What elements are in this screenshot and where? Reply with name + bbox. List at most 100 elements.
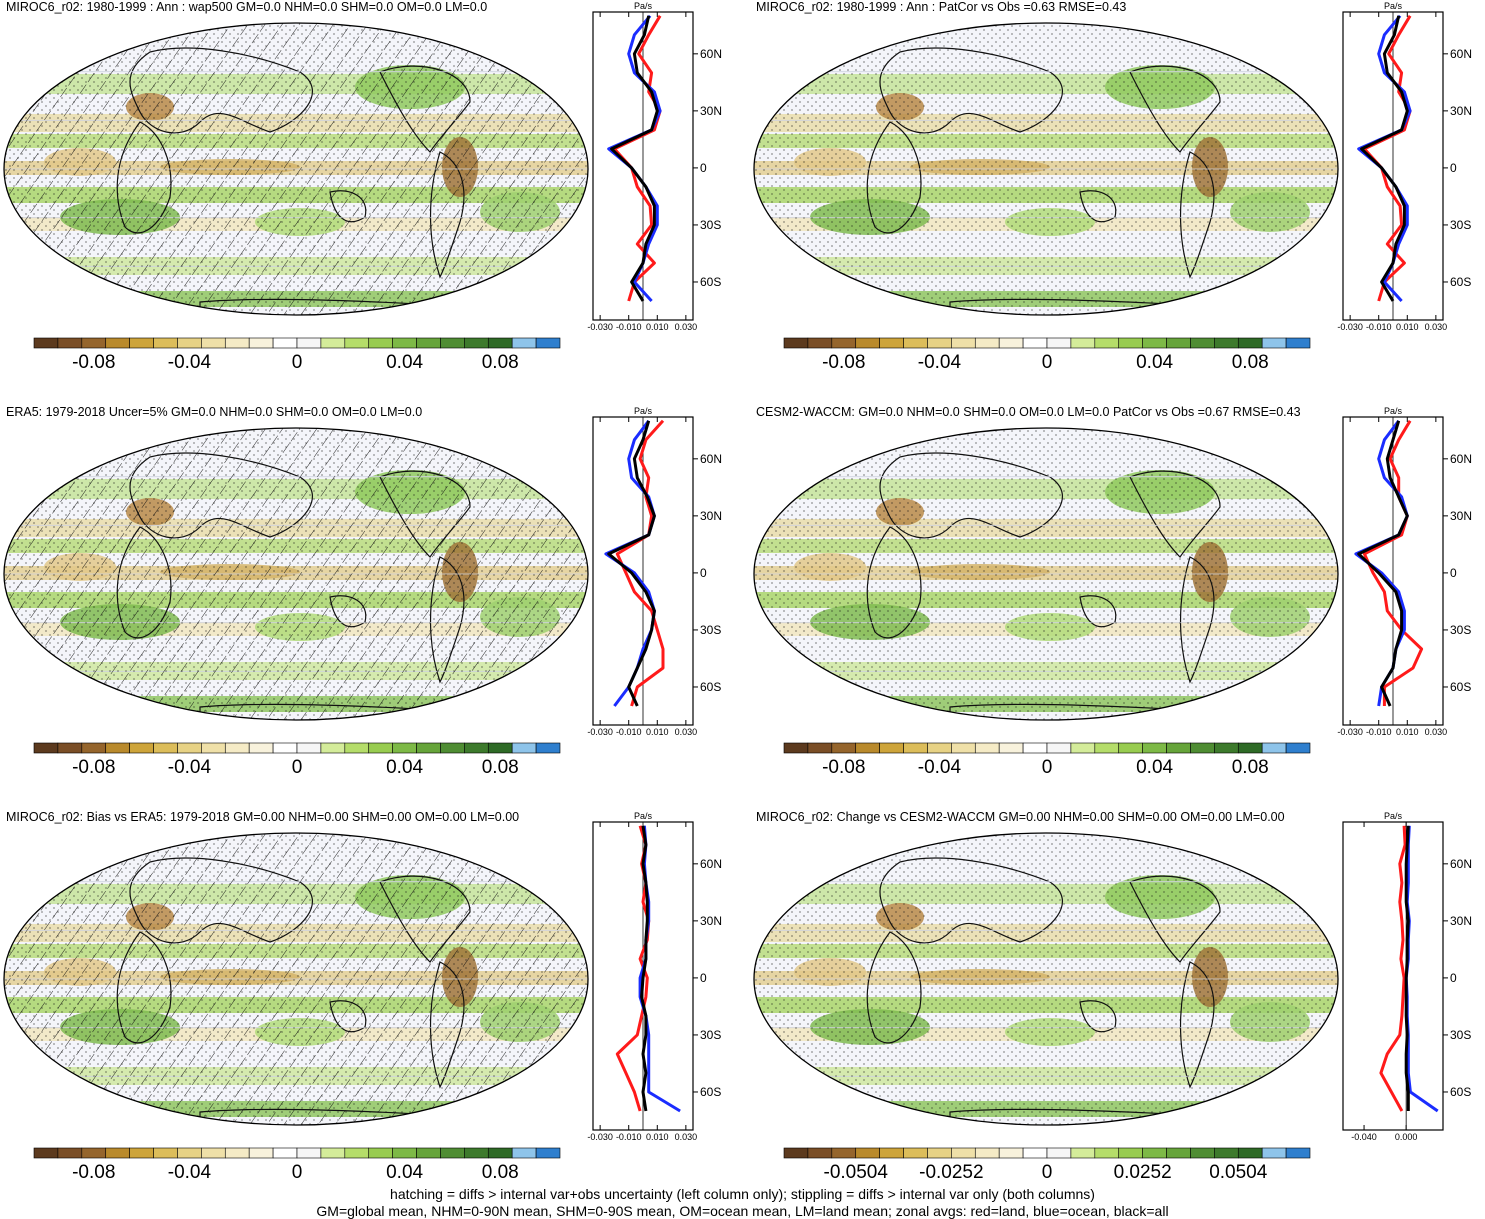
- colorbar-swatch: [535, 742, 561, 754]
- colorbar-swatch: [201, 742, 226, 754]
- lat-tick-label: 30S: [1450, 218, 1471, 232]
- lat-tick-label: 30N: [700, 914, 722, 928]
- colorbar-swatch: [1214, 742, 1239, 754]
- colorbar-swatch: [440, 742, 465, 754]
- lat-tick-label: 60N: [1450, 857, 1472, 871]
- colorbar-label: 0: [1042, 352, 1053, 373]
- colorbar-swatch: [807, 1147, 833, 1159]
- colorbar-swatch: [368, 742, 393, 754]
- colorbar-swatch: [487, 742, 513, 754]
- colorbar-label: 0.08: [482, 1162, 519, 1183]
- colorbar-swatch: [1118, 337, 1143, 349]
- colorbar-swatch: [464, 337, 489, 349]
- zonal-unit-label: Pa/s: [634, 811, 653, 821]
- colorbar-swatch: [129, 337, 154, 349]
- colorbar-swatch: [1166, 1147, 1191, 1159]
- colorbar-swatch: [855, 337, 880, 349]
- colorbar-swatch: [511, 1147, 537, 1159]
- zonal-series-black: [610, 15, 659, 302]
- colorbar-swatch: [831, 1147, 857, 1159]
- map-border: [3, 832, 589, 1126]
- colorbar: -0.08 -0.04 0 0.04 0.08: [33, 1147, 561, 1183]
- colorbar-swatch: [1118, 742, 1143, 754]
- colorbar-swatch: [1214, 1147, 1239, 1159]
- colorbar-swatch: [998, 337, 1024, 349]
- map-plot: [753, 22, 1339, 316]
- colorbar-swatch: [1285, 337, 1311, 349]
- colorbar-swatch: [464, 1147, 489, 1159]
- colorbar-swatch: [248, 742, 274, 754]
- colorbar-swatch: [440, 337, 465, 349]
- colorbar-swatch: [1214, 337, 1239, 349]
- colorbar-swatch: [927, 742, 952, 754]
- colorbar-swatch: [951, 337, 976, 349]
- colorbar-swatch: [1046, 1147, 1072, 1159]
- x-tick-label: 0.030: [1425, 322, 1448, 330]
- lat-tick-label: 60S: [1450, 1085, 1471, 1099]
- map-plot: [753, 427, 1339, 721]
- colorbar-swatch: [1261, 742, 1287, 754]
- colorbar-swatch: [974, 337, 1000, 349]
- colorbar-swatch: [1070, 1147, 1096, 1159]
- colorbar-swatch: [416, 337, 441, 349]
- colorbar-swatch: [81, 742, 107, 754]
- zonal-series-red: [1379, 825, 1407, 1112]
- colorbar-swatch: [511, 337, 537, 349]
- colorbar-swatch: [535, 337, 561, 349]
- colorbar: -0.08 -0.04 0 0.04 0.08: [33, 742, 561, 778]
- colorbar-swatch: [951, 1147, 976, 1159]
- colorbar-swatch: [1285, 1147, 1311, 1159]
- colorbar-swatch: [903, 742, 928, 754]
- map-plot: [3, 832, 589, 1126]
- colorbar-swatch: [224, 337, 250, 349]
- zonal-unit-label: Pa/s: [634, 1, 653, 11]
- x-tick-label: 0.010: [646, 727, 669, 735]
- map-border: [753, 832, 1339, 1126]
- lat-tick-label: 30N: [700, 509, 722, 523]
- colorbar-swatch: [105, 337, 130, 349]
- colorbar-label: 0: [1042, 757, 1053, 778]
- colorbar-swatch: [81, 1147, 107, 1159]
- colorbar-swatch: [296, 742, 322, 754]
- panel-title: MIROC6_r02: Bias vs ERA5: 1979-2018 GM=0…: [6, 810, 520, 824]
- colorbar-swatch: [998, 1147, 1024, 1159]
- colorbar-label: 0: [292, 1162, 303, 1183]
- colorbar-label: 0.08: [482, 757, 519, 778]
- colorbar-swatch: [1070, 742, 1096, 754]
- stippling-overlay: [4, 23, 588, 315]
- colorbar-swatch: [153, 337, 178, 349]
- x-tick-label: 0.030: [1425, 727, 1448, 735]
- map-border: [3, 22, 589, 316]
- lat-tick-label: 30N: [1450, 509, 1472, 523]
- colorbar-label: 0.08: [482, 352, 519, 373]
- x-tick-label: 0.030: [675, 322, 698, 330]
- x-tick-label: 0.030: [675, 727, 698, 735]
- colorbar-swatch: [1094, 337, 1120, 349]
- lat-tick-label: 30N: [700, 104, 722, 118]
- zonal-mean-plot: Pa/s 60N 30N 0 30S 60S -0.030 -0.010 0.010 0.030: [1337, 406, 1472, 735]
- colorbar-swatch: [1166, 742, 1191, 754]
- x-tick-label: 0.000: [1395, 1132, 1418, 1140]
- zonal-mean-plot: Pa/s 60N 30N 0 30S 60S -0.030 -0.010 0.010 0.030: [587, 1, 722, 330]
- colorbar-swatch: [248, 1147, 274, 1159]
- colorbar-swatch: [248, 337, 274, 349]
- colorbar-swatch: [129, 1147, 154, 1159]
- lat-tick-label: 0: [1450, 566, 1457, 580]
- x-tick-label: -0.010: [1366, 322, 1392, 330]
- colorbar-swatch: [416, 742, 441, 754]
- x-tick-label: -0.010: [616, 1132, 642, 1140]
- lat-tick-label: 60N: [700, 452, 722, 466]
- colorbar-swatch: [272, 337, 298, 349]
- colorbar-swatch: [1046, 742, 1072, 754]
- colorbar-swatch: [344, 337, 370, 349]
- colorbar-swatch: [1118, 1147, 1143, 1159]
- lat-tick-label: 60N: [1450, 47, 1472, 61]
- colorbar-swatch: [1237, 1147, 1263, 1159]
- colorbar-swatch: [1022, 1147, 1048, 1159]
- stippling-overlay: [754, 23, 1338, 315]
- colorbar-label: -0.04: [918, 352, 962, 373]
- colorbar-swatch: [998, 742, 1024, 754]
- x-tick-label: 0.010: [646, 322, 669, 330]
- colorbar-label: 0.04: [386, 1162, 423, 1183]
- stippling-overlay: [754, 833, 1338, 1125]
